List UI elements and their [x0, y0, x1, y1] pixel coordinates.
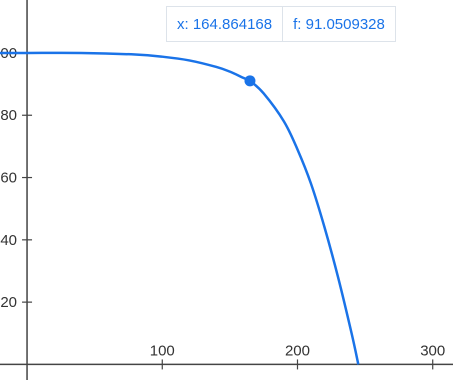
x-tick-label: 300: [420, 342, 445, 359]
function-curve[interactable]: [0, 51, 360, 365]
y-tick-label: 40: [0, 232, 17, 249]
f-readout: f: 91.0509328: [283, 7, 395, 41]
f-readout-label: f:: [293, 15, 306, 33]
x-readout-value: 164.864168: [192, 15, 273, 33]
y-tick-label: 20: [0, 294, 17, 311]
y-tick-label: 60: [0, 170, 17, 187]
y-tick-label: 80: [0, 107, 17, 124]
x-tick-label: 100: [150, 342, 175, 359]
coordinate-readout: x: 164.864168 f: 91.0509328: [166, 6, 396, 42]
y-axis-ticks: 20406080100: [0, 45, 33, 311]
x-readout: x: 164.864168: [167, 7, 282, 41]
x-axis-ticks: 100 200 300: [150, 342, 445, 370]
f-readout-value: 91.0509328: [305, 15, 385, 33]
x-tick-label: 200: [285, 342, 310, 359]
readout-divider: [282, 7, 284, 41]
x-readout-label: x:: [177, 15, 193, 33]
selected-point[interactable]: [244, 75, 256, 87]
